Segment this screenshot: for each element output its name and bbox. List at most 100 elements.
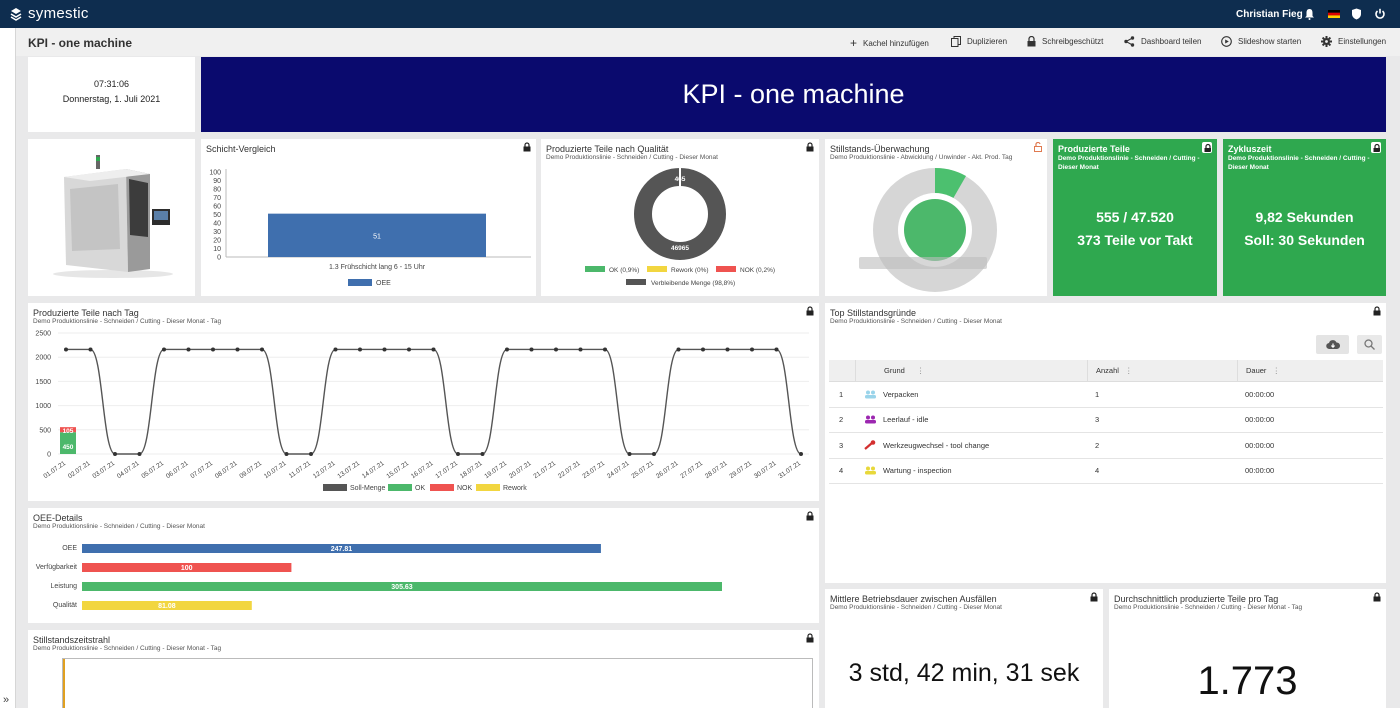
- table-row[interactable]: 3 Werkzeugwechsel - tool change 2 00:00:…: [829, 433, 1383, 459]
- search-button[interactable]: [1357, 335, 1382, 354]
- legend-rework: Rework: [503, 485, 527, 492]
- expand-sidebar-icon[interactable]: »: [3, 694, 10, 706]
- lock-icon[interactable]: [1371, 142, 1381, 153]
- data-point-soll: [652, 452, 656, 456]
- table-row[interactable]: 1 Verpacken 1 00:00:00: [829, 382, 1383, 408]
- table-header: Grund ⋮ Anzahl ⋮ Dauer ⋮: [829, 359, 1383, 382]
- legend-nok: NOK (0,2%): [740, 267, 775, 274]
- x-tick-label: 06.07.21: [165, 460, 190, 480]
- column-header-grund[interactable]: Grund ⋮: [855, 359, 1087, 382]
- data-point-soll: [725, 347, 730, 352]
- settings-button[interactable]: Einstellungen: [1321, 36, 1386, 47]
- x-tick-label: 26.07.21: [655, 460, 680, 480]
- bell-icon[interactable]: [1304, 8, 1315, 20]
- lock-icon[interactable]: [1090, 592, 1098, 602]
- data-point-soll: [774, 347, 779, 352]
- x-tick-label: 21.07.21: [532, 460, 557, 480]
- logo-icon: [10, 7, 22, 21]
- x-tick-label: 20.07.21: [508, 460, 533, 480]
- page-title: KPI - one machine: [28, 36, 133, 50]
- y-tick-label: 0: [217, 255, 221, 262]
- bar-ok: [60, 432, 76, 454]
- legend-swatch-nok: [430, 484, 454, 491]
- lock-open-icon[interactable]: [1034, 142, 1042, 152]
- german-flag-icon[interactable]: [1328, 10, 1340, 18]
- table-row[interactable]: 4 Wartung - inspection 4 00:00:00: [829, 459, 1383, 484]
- x-tick-label: 04.07.21: [116, 460, 141, 480]
- y-tick-label: 0: [47, 452, 51, 459]
- app-name: symestic: [28, 5, 89, 22]
- column-menu-icon[interactable]: ⋮: [916, 366, 925, 375]
- quality-tile[interactable]: Produzierte Teile nach Qualität Demo Pro…: [541, 139, 819, 296]
- duplicate-button[interactable]: Duplizieren: [951, 36, 1007, 47]
- x-tick-label: 01.07.21: [42, 460, 67, 480]
- y-tick-label: 80: [213, 187, 221, 194]
- oee-details-tile[interactable]: OEE-Details Demo Produktionslinie - Schn…: [28, 508, 819, 623]
- title-banner-tile[interactable]: KPI - one machine: [201, 57, 1386, 132]
- avg-value: 1.773: [1197, 659, 1298, 703]
- lock-icon[interactable]: [806, 511, 814, 521]
- x-tick-label: 19.07.21: [483, 460, 508, 480]
- data-point-soll: [235, 347, 240, 352]
- write-protected-button[interactable]: Schreibgeschützt: [1027, 36, 1103, 47]
- timeline-area[interactable]: [62, 658, 813, 708]
- legend-swatch-nok: [716, 266, 736, 272]
- machine-image-tile[interactable]: [28, 139, 195, 296]
- column-menu-icon[interactable]: ⋮: [1272, 366, 1280, 375]
- legend-ok: OK: [415, 485, 425, 492]
- lock-icon[interactable]: [806, 142, 814, 152]
- data-point-soll: [480, 452, 485, 456]
- x-tick-label: 28.07.21: [704, 460, 729, 480]
- downtime-timeline-tile[interactable]: Stillstandszeitstrahl Demo Produktionsli…: [28, 630, 819, 708]
- shield-icon[interactable]: [1351, 8, 1362, 20]
- avg-parts-per-day-tile[interactable]: Durchschnittlich produzierte Teile pro T…: [1109, 589, 1386, 708]
- add-tile-button[interactable]: + Kachel hinzufügen: [850, 36, 929, 50]
- lock-icon[interactable]: [1373, 592, 1381, 602]
- search-icon: [1364, 339, 1375, 350]
- legend-rework: Rework (0%): [671, 267, 709, 274]
- user-name[interactable]: Christian Fieg: [1236, 9, 1303, 20]
- power-icon[interactable]: [1374, 8, 1386, 20]
- legend-swatch-oee: [348, 279, 372, 286]
- lock-icon[interactable]: [806, 633, 814, 643]
- produced-parts-tile[interactable]: Produzierte Teile Demo Produktionslinie …: [1053, 139, 1217, 296]
- lock-icon[interactable]: [1373, 306, 1381, 316]
- clock-tile[interactable]: 07:31:06 Donnerstag, 1. Juli 2021: [28, 57, 195, 132]
- column-header-anzahl[interactable]: Anzahl ⋮: [1087, 359, 1237, 382]
- share-dashboard-button[interactable]: Dashboard teilen: [1124, 36, 1201, 47]
- shift-comparison-tile[interactable]: Schicht-Vergleich 100 90 80 70 60 50 40 30 20 10 0…: [201, 139, 536, 296]
- tile-title: Produzierte Teile nach Tag: [33, 308, 139, 318]
- category-label: Leistung: [51, 583, 78, 590]
- y-tick-label: 30: [213, 229, 221, 236]
- machine-image: [53, 155, 173, 278]
- lock-icon[interactable]: [806, 306, 814, 316]
- legend-soll: Soll-Menge: [350, 485, 386, 492]
- bar-0: [82, 544, 601, 553]
- lock-icon[interactable]: [523, 142, 531, 152]
- daily-parts-tile[interactable]: Produzierte Teile nach Tag Demo Produkti…: [28, 303, 819, 501]
- x-tick-label: 15.07.21: [385, 460, 410, 480]
- x-tick-label: 29.07.21: [728, 460, 753, 480]
- legend-remaining: Verbleibende Menge (98,8%): [651, 280, 735, 287]
- start-slideshow-button[interactable]: Slideshow starten: [1221, 36, 1301, 47]
- column-menu-icon[interactable]: ⋮: [1124, 366, 1133, 375]
- bar-label-ok: 450: [63, 444, 74, 451]
- data-point-soll: [407, 347, 411, 352]
- copy-icon: [951, 36, 961, 47]
- app-logo[interactable]: symestic: [9, 5, 89, 22]
- download-button[interactable]: [1316, 335, 1349, 354]
- table-row[interactable]: 2 Leerlauf - idle 3 00:00:00: [829, 408, 1383, 433]
- mtbf-tile[interactable]: Mittlere Betriebsdauer zwischen Ausfälle…: [825, 589, 1103, 708]
- column-header-dauer[interactable]: Dauer ⋮: [1237, 359, 1383, 382]
- tile-title: Zykluszeit: [1228, 144, 1272, 154]
- top-downtime-reasons-tile[interactable]: Top Stillstandsgründe Demo Produktionsli…: [825, 303, 1386, 583]
- data-point-soll: [284, 452, 289, 456]
- x-tick-label: 10.07.21: [263, 460, 288, 480]
- cycle-time-tile[interactable]: Zykluszeit Demo Produktionslinie - Schne…: [1223, 139, 1386, 296]
- y-tick-label: 60: [213, 204, 221, 211]
- x-tick-label: 27.07.21: [679, 460, 704, 480]
- lock-icon[interactable]: [1202, 142, 1212, 153]
- x-tick-label: 07.07.21: [189, 460, 214, 480]
- x-tick-label: 23.07.21: [581, 460, 606, 480]
- downtime-monitor-tile[interactable]: Stillstands-Überwachung Demo Produktions…: [825, 139, 1047, 296]
